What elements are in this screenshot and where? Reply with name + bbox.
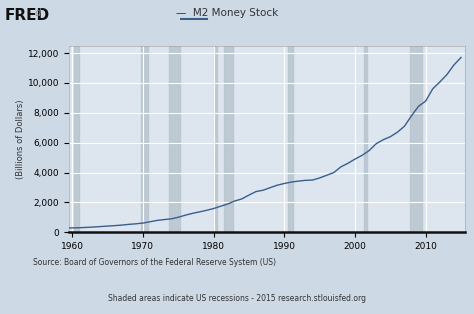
Bar bbox=[288, 46, 293, 232]
Bar bbox=[224, 46, 233, 232]
Bar bbox=[74, 46, 79, 232]
Bar bbox=[141, 46, 148, 232]
Bar bbox=[169, 46, 180, 232]
Text: d: d bbox=[34, 8, 40, 18]
Text: Shaded areas indicate US recessions - 2015 research.stlouisfed.org: Shaded areas indicate US recessions - 20… bbox=[108, 295, 366, 303]
Bar bbox=[364, 46, 367, 232]
Y-axis label: (Billions of Dollars): (Billions of Dollars) bbox=[16, 99, 25, 179]
Text: FRED: FRED bbox=[5, 8, 50, 23]
Text: —  M2 Money Stock: — M2 Money Stock bbox=[176, 8, 279, 18]
Text: Source: Board of Governors of the Federal Reserve System (US): Source: Board of Governors of the Federa… bbox=[33, 258, 276, 267]
Bar bbox=[410, 46, 422, 232]
Bar bbox=[214, 46, 217, 232]
